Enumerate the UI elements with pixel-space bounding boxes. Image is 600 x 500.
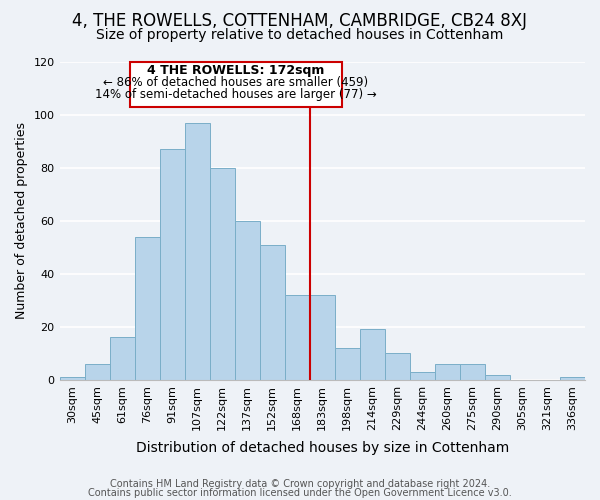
X-axis label: Distribution of detached houses by size in Cottenham: Distribution of detached houses by size … <box>136 441 509 455</box>
Bar <box>360 330 385 380</box>
Bar <box>385 354 410 380</box>
Bar <box>460 364 485 380</box>
Bar <box>134 236 160 380</box>
Bar <box>235 220 260 380</box>
Bar <box>185 122 209 380</box>
Text: Contains public sector information licensed under the Open Government Licence v3: Contains public sector information licen… <box>88 488 512 498</box>
Bar <box>285 295 310 380</box>
Bar <box>59 377 85 380</box>
Bar <box>260 244 285 380</box>
Bar <box>310 295 335 380</box>
Y-axis label: Number of detached properties: Number of detached properties <box>15 122 28 319</box>
Text: 14% of semi-detached houses are larger (77) →: 14% of semi-detached houses are larger (… <box>95 88 377 101</box>
Bar <box>110 338 134 380</box>
Text: 4 THE ROWELLS: 172sqm: 4 THE ROWELLS: 172sqm <box>147 64 325 77</box>
Bar <box>560 377 585 380</box>
Bar <box>410 372 435 380</box>
Text: Size of property relative to detached houses in Cottenham: Size of property relative to detached ho… <box>97 28 503 42</box>
Bar <box>85 364 110 380</box>
Text: Contains HM Land Registry data © Crown copyright and database right 2024.: Contains HM Land Registry data © Crown c… <box>110 479 490 489</box>
FancyBboxPatch shape <box>130 62 342 106</box>
Bar <box>335 348 360 380</box>
Text: 4, THE ROWELLS, COTTENHAM, CAMBRIDGE, CB24 8XJ: 4, THE ROWELLS, COTTENHAM, CAMBRIDGE, CB… <box>73 12 527 30</box>
Bar <box>435 364 460 380</box>
Bar <box>209 168 235 380</box>
Bar <box>160 149 185 380</box>
Bar <box>485 374 510 380</box>
Text: ← 86% of detached houses are smaller (459): ← 86% of detached houses are smaller (45… <box>103 76 368 89</box>
